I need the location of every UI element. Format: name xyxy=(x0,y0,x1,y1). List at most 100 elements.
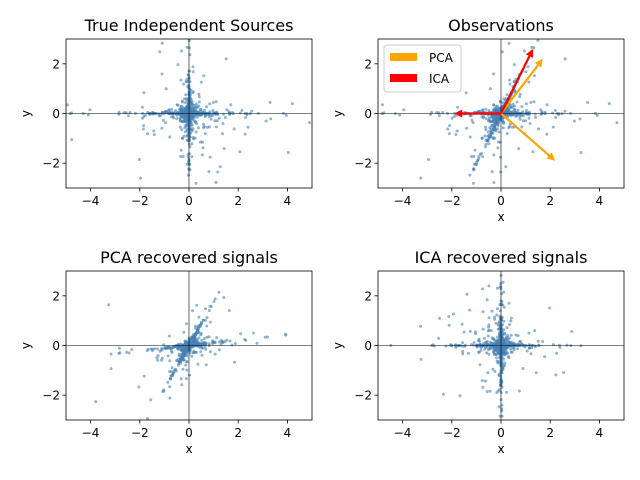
scatter-point xyxy=(447,132,451,136)
scatter-point xyxy=(207,170,211,174)
x-tick-label: −4 xyxy=(394,194,412,208)
scatter-point xyxy=(217,348,221,352)
scatter-point xyxy=(518,389,521,393)
scatter-point xyxy=(432,344,436,348)
scatter-point xyxy=(489,135,493,139)
scatter-point xyxy=(477,337,481,341)
scatter-point xyxy=(553,108,557,112)
y-tick-label: 2 xyxy=(52,289,60,303)
scatter-point xyxy=(450,116,454,120)
scatter-point xyxy=(199,332,203,335)
scatter-point xyxy=(184,116,188,120)
scatter-point xyxy=(205,316,209,319)
scatter-point xyxy=(448,124,452,128)
scatter-point xyxy=(502,97,506,101)
scatter-point xyxy=(519,339,522,343)
scatter-point xyxy=(169,347,173,351)
scatter-point xyxy=(520,105,524,109)
scatter-point xyxy=(290,102,294,106)
scatter-point xyxy=(563,109,567,113)
scatter-point xyxy=(493,369,497,373)
scatter-point xyxy=(495,359,499,363)
scatter-point xyxy=(238,150,242,154)
scatter-point xyxy=(182,134,186,138)
scatter-point xyxy=(488,87,492,91)
scatter-point xyxy=(215,119,219,123)
scatter-point xyxy=(227,110,231,114)
scatter-point xyxy=(484,142,488,146)
scatter-point xyxy=(167,334,171,338)
scatter-point xyxy=(512,108,516,111)
scatter-point xyxy=(530,45,534,49)
scatter-point xyxy=(166,354,170,358)
scatter-point xyxy=(508,341,512,345)
scatter-point xyxy=(151,111,155,115)
scatter-point xyxy=(527,80,531,84)
scatter-point xyxy=(127,351,131,355)
scatter-point xyxy=(183,119,187,123)
scatter-point xyxy=(214,125,218,129)
scatter-point xyxy=(156,358,160,362)
scatter-point xyxy=(468,329,472,333)
scatter-point xyxy=(508,125,512,129)
scatter-point xyxy=(509,319,513,323)
scatter-point xyxy=(203,108,206,112)
scatter-point xyxy=(472,155,476,158)
legend-label-ica: ICA xyxy=(429,72,450,86)
scatter-point xyxy=(194,326,198,330)
scatter-point xyxy=(221,341,225,344)
scatter-point xyxy=(238,111,242,115)
scatter-point xyxy=(197,92,201,96)
scatter-point xyxy=(201,140,204,144)
x-tick-label: −2 xyxy=(443,194,461,208)
scatter-point xyxy=(208,102,212,106)
scatter-point xyxy=(495,347,499,351)
scatter-point xyxy=(479,348,483,352)
scatter-point xyxy=(246,125,250,129)
scatter-point xyxy=(190,102,194,106)
scatter-point xyxy=(161,118,165,122)
scatter-point xyxy=(486,137,490,141)
scatter-point xyxy=(172,116,175,120)
scatter-point xyxy=(207,112,211,116)
scatter-point xyxy=(199,350,203,354)
scatter-point xyxy=(175,113,179,117)
scatter-point xyxy=(184,80,188,84)
scatter-point xyxy=(481,287,485,291)
scatter-point xyxy=(195,303,199,307)
scatter-point xyxy=(170,366,174,370)
scatter-point xyxy=(554,116,558,119)
scatter-point xyxy=(189,131,193,135)
scatter-point xyxy=(117,110,121,114)
scatter-point xyxy=(505,337,509,341)
scatter-point xyxy=(208,304,212,308)
scatter-point xyxy=(447,323,451,327)
scatter-point xyxy=(137,385,141,389)
scatter-point xyxy=(522,49,526,53)
y-tick-label: −2 xyxy=(354,157,372,171)
scatter-point xyxy=(178,119,182,123)
scatter-point xyxy=(497,322,501,325)
scatter-point xyxy=(477,350,481,354)
scatter-point xyxy=(204,318,207,322)
scatter-point xyxy=(94,400,98,404)
scatter-point xyxy=(218,165,222,169)
scatter-point xyxy=(481,327,485,331)
scatter-point xyxy=(512,63,516,67)
scatter-point xyxy=(86,113,90,117)
scatter-point xyxy=(462,330,466,334)
scatter-point xyxy=(158,349,162,353)
scatter-point xyxy=(208,320,212,324)
scatter-point xyxy=(579,151,583,154)
scatter-point xyxy=(194,343,198,347)
scatter-point xyxy=(207,309,211,312)
scatter-point xyxy=(199,80,203,84)
scatter-point xyxy=(70,111,74,115)
subplot-3: −4 −2 0 2 4 −2 0 2 PCA recovered signals x y xyxy=(19,248,313,456)
pca-arrow-shaft xyxy=(500,64,539,115)
scatter-point xyxy=(182,82,186,86)
scatter-point xyxy=(514,115,518,118)
scatter-point xyxy=(165,109,169,113)
scatter-point xyxy=(481,342,485,346)
scatter-point xyxy=(185,45,189,49)
